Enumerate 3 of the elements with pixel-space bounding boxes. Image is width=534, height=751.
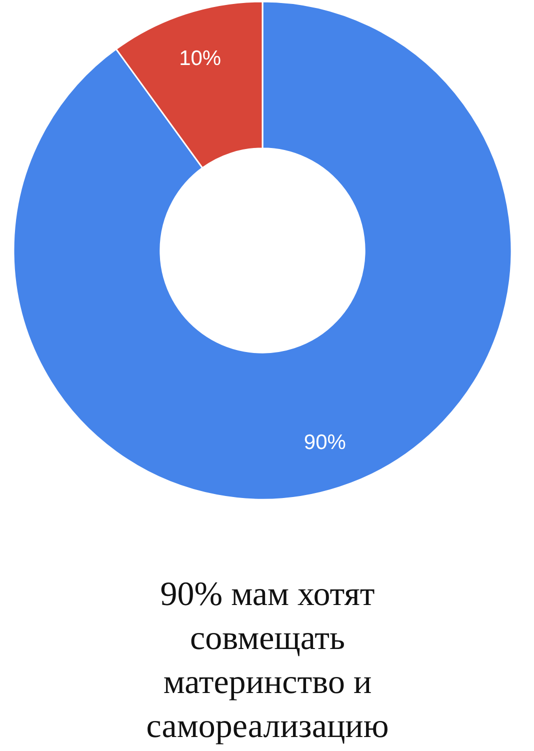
data-label: 90% [304,431,346,454]
data-label: 10% [179,46,222,70]
text: 90% мам хотят совмещать материнство и самореализацию [146,576,389,745]
